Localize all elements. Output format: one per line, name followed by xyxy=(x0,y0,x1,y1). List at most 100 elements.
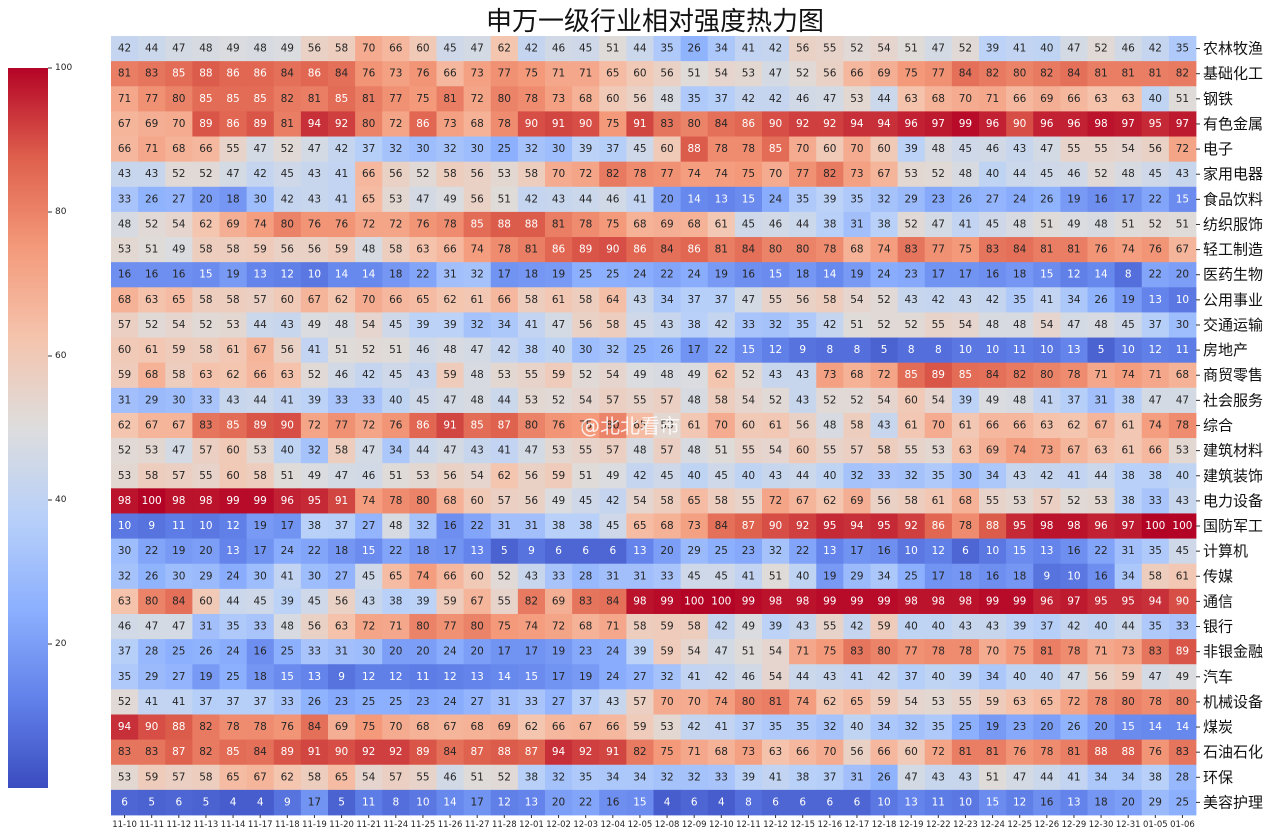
cell-value-label: 14 xyxy=(1094,269,1108,281)
cell-value-label: 80 xyxy=(1040,369,1053,381)
cell-value-label: 25 xyxy=(905,570,918,582)
heatmap-cell xyxy=(816,739,844,766)
cell-value-label: 70 xyxy=(362,43,375,55)
heatmap-cell xyxy=(897,639,926,665)
cell-value-label: 59 xyxy=(877,621,890,633)
cell-value-label: 16 xyxy=(172,269,186,281)
heatmap-cell xyxy=(1141,789,1170,816)
heatmap-cell xyxy=(517,639,546,665)
cell-value-label: 90 xyxy=(145,721,158,733)
cell-value-label: 40 xyxy=(850,721,863,733)
cell-value-label: 56 xyxy=(823,68,837,80)
heatmap-cell xyxy=(517,739,546,766)
cell-value-label: 52 xyxy=(769,394,782,406)
cell-value-label: 62 xyxy=(715,369,728,381)
heatmap-cell xyxy=(979,714,1007,741)
heatmap-cell xyxy=(382,689,410,715)
cell-value-label: 6 xyxy=(854,796,861,808)
heatmap-cell xyxy=(653,538,682,565)
heatmap-cell xyxy=(355,136,383,163)
cell-value-label: 58 xyxy=(226,294,239,306)
cell-value-label: 37 xyxy=(1040,621,1053,633)
cell-value-label: 15 xyxy=(281,671,294,683)
heatmap-cell xyxy=(789,538,817,565)
cell-value-label: 33 xyxy=(199,394,212,406)
cell-value-label: 67 xyxy=(308,294,321,306)
heatmap-cell xyxy=(246,362,275,389)
heatmap-cell xyxy=(599,387,627,414)
cell-value-label: 75 xyxy=(1013,646,1026,658)
heatmap-cell xyxy=(463,689,492,715)
cell-value-label: 19 xyxy=(254,520,267,532)
heatmap-cell xyxy=(382,136,410,163)
heatmap-cell xyxy=(897,111,926,137)
cell-value-label: 43 xyxy=(1176,168,1189,180)
heatmap-cell xyxy=(870,61,899,87)
cell-value-label: 33 xyxy=(525,696,538,708)
heatmap-cell xyxy=(789,438,817,464)
cell-value-label: 66 xyxy=(850,68,864,80)
heatmap-cell xyxy=(734,211,763,238)
heatmap-cell xyxy=(870,438,899,464)
cell-value-label: 13 xyxy=(308,671,321,683)
cell-value-label: 84 xyxy=(254,746,268,758)
heatmap-cell xyxy=(734,362,763,389)
cell-value-label: 67 xyxy=(1176,244,1189,256)
heatmap-cell xyxy=(870,211,899,238)
cell-value-label: 11 xyxy=(416,671,429,683)
cell-value-label: 15 xyxy=(742,193,755,205)
heatmap-cell xyxy=(382,538,410,565)
cell-value-label: 20 xyxy=(389,646,402,658)
heatmap-cell xyxy=(328,211,356,238)
heatmap-cell xyxy=(545,211,573,238)
cell-value-label: 77 xyxy=(660,168,673,180)
heatmap-cell xyxy=(1141,111,1170,137)
column-label: 01-05 xyxy=(1143,820,1168,830)
heatmap-cell xyxy=(626,463,654,489)
heatmap-cell xyxy=(734,538,763,565)
cell-value-label: 81 xyxy=(281,118,294,130)
cell-value-label: 45 xyxy=(443,43,456,55)
cell-value-label: 26 xyxy=(660,344,674,356)
cell-value-label: 59 xyxy=(986,696,999,708)
cell-value-label: 55 xyxy=(932,319,945,331)
heatmap-cell xyxy=(626,211,654,238)
heatmap-cell xyxy=(789,337,817,364)
cell-value-label: 16 xyxy=(606,796,620,808)
cell-value-label: 31 xyxy=(335,646,348,658)
heatmap-cell xyxy=(626,488,654,514)
heatmap-cell xyxy=(1114,36,1143,62)
row-label: 通信 xyxy=(1203,592,1233,610)
cell-value-label: 45 xyxy=(742,218,755,230)
cell-value-label: 86 xyxy=(308,68,322,80)
cell-value-label: 60 xyxy=(416,43,429,55)
cell-value-label: 76 xyxy=(281,721,295,733)
cell-value-label: 88 xyxy=(986,520,999,532)
cell-value-label: 10 xyxy=(1176,294,1189,306)
heatmap-cell xyxy=(653,412,682,439)
heatmap-cell xyxy=(246,86,275,112)
heatmap-cell xyxy=(246,412,275,439)
heatmap-cell xyxy=(626,86,654,112)
cell-value-label: 48 xyxy=(1013,218,1026,230)
heatmap-cell xyxy=(1006,111,1034,137)
cell-value-label: 91 xyxy=(335,495,348,507)
cell-value-label: 42 xyxy=(1067,621,1080,633)
cell-value-label: 97 xyxy=(1067,595,1080,607)
cell-value-label: 39 xyxy=(742,771,755,783)
heatmap-cell xyxy=(653,362,682,389)
heatmap-cell xyxy=(789,412,817,439)
cell-value-label: 54 xyxy=(172,218,186,230)
cell-value-label: 67 xyxy=(145,420,158,432)
heatmap-cell xyxy=(409,262,437,288)
cell-value-label: 100 xyxy=(1145,520,1165,532)
heatmap-cell xyxy=(979,337,1007,364)
cell-value-label: 55 xyxy=(959,696,972,708)
cell-value-label: 65 xyxy=(633,420,646,432)
heatmap-cell xyxy=(951,111,980,137)
heatmap-cell xyxy=(707,362,736,389)
cell-value-label: 44 xyxy=(254,394,268,406)
cell-value-label: 59 xyxy=(443,369,456,381)
heatmap-cell xyxy=(382,563,410,590)
cell-value-label: 43 xyxy=(1176,495,1189,507)
